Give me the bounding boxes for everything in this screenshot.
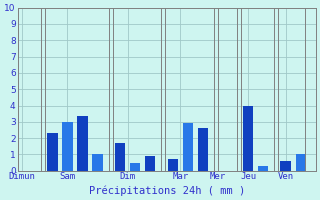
Bar: [295, 154, 306, 171]
Bar: [183, 123, 193, 171]
Bar: [198, 128, 208, 171]
Bar: [77, 116, 88, 171]
Bar: [145, 156, 156, 171]
Bar: [280, 161, 291, 171]
X-axis label: Précipitations 24h ( mm ): Précipitations 24h ( mm ): [89, 185, 245, 196]
Bar: [258, 166, 268, 171]
Bar: [115, 143, 125, 171]
Bar: [92, 154, 103, 171]
Bar: [167, 159, 178, 171]
Bar: [130, 163, 140, 171]
Bar: [243, 106, 253, 171]
Bar: [62, 122, 73, 171]
Bar: [47, 133, 58, 171]
